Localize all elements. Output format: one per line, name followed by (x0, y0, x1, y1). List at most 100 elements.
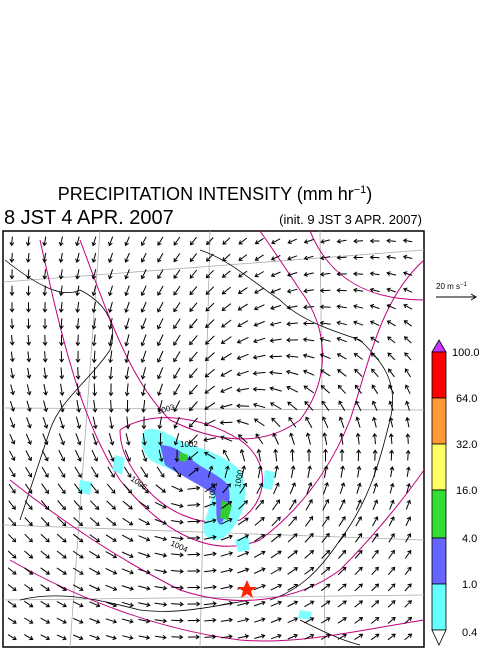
wind-arrow (105, 618, 118, 624)
wind-arrow (41, 466, 49, 478)
wind-arrow (386, 304, 396, 310)
wind-arrow (386, 320, 396, 327)
wind-arrow (170, 585, 184, 591)
wind-arrow (154, 501, 167, 509)
wind-arrow (321, 549, 331, 559)
wind-arrow (405, 499, 411, 510)
wind-arrow (254, 534, 266, 542)
wind-arrow (105, 534, 117, 542)
wind-arrow (106, 483, 116, 494)
wind-arrow (42, 351, 48, 363)
wind-arrow (403, 336, 412, 344)
wind-arrow (222, 237, 231, 245)
precip-area (160, 445, 230, 525)
wind-arrow (58, 285, 64, 297)
wind-arrow (75, 433, 82, 446)
wind-arrow (171, 485, 184, 492)
wind-arrow (41, 483, 49, 495)
wind-arrow (274, 465, 279, 478)
wind-arrow (404, 384, 411, 395)
wind-arrow (288, 499, 297, 511)
wind-arrow (319, 271, 331, 277)
wind-arrow (290, 465, 296, 478)
wind-arrow (387, 352, 396, 361)
wind-arrow (253, 337, 266, 344)
wind-arrow (339, 432, 344, 445)
wind-arrow (252, 402, 266, 409)
wind-arrow (58, 318, 64, 330)
wind-arrow (320, 239, 331, 244)
wind-arrow (404, 368, 412, 378)
wind-arrow (75, 383, 81, 397)
wind-arrow (270, 633, 282, 640)
colorbar-segment (431, 443, 447, 491)
wind-arrow (302, 321, 315, 326)
wind-arrow (354, 532, 363, 543)
wind-arrow (140, 350, 147, 364)
wind-arrow (405, 449, 411, 461)
wind-arrow (7, 634, 17, 641)
wind-arrow (270, 600, 283, 607)
wind-arrow (25, 269, 31, 280)
wind-arrow (41, 450, 49, 462)
wind-arrow (154, 585, 168, 591)
wind-arrow (237, 534, 250, 542)
wind-arrow (253, 320, 265, 327)
precipitation (78, 428, 312, 620)
wind-arrow (57, 466, 66, 478)
wind-arrow (219, 420, 233, 426)
wind-arrow (105, 584, 118, 591)
wind-arrow (336, 320, 347, 326)
wind-arrow (270, 304, 282, 311)
wind-arrow (253, 584, 266, 591)
wind-arrow (221, 501, 233, 509)
wind-arrow (173, 367, 181, 379)
isobar-label: 1001 (207, 481, 219, 501)
wind-arrow (121, 601, 134, 608)
wind-arrow (138, 518, 151, 526)
wind-arrow (108, 399, 114, 413)
wind-arrow (287, 533, 298, 543)
wind-arrow (73, 634, 84, 641)
wind-arrow (337, 369, 347, 377)
wind-arrow (205, 302, 215, 312)
wind-arrow (189, 286, 198, 296)
wind-arrow (270, 271, 281, 278)
wind-arrow (405, 433, 411, 444)
wind-arrow (288, 416, 297, 428)
wind-arrow (173, 466, 182, 478)
colorbar-label: 4.0 (462, 533, 477, 545)
wind-arrow (303, 272, 314, 277)
wind-arrow (142, 433, 147, 446)
wind-arrow (173, 416, 180, 429)
wind-arrow (189, 368, 198, 379)
wind-arrow (173, 400, 181, 413)
wind-arrow (287, 583, 299, 591)
wind-arrow (237, 434, 248, 444)
wind-arrow (140, 318, 147, 330)
wind-arrow (205, 253, 214, 262)
wind-arrow (189, 236, 197, 246)
wind-arrow (355, 499, 362, 511)
graticule (2, 230, 425, 648)
wind-arrow (371, 400, 378, 411)
wind-arrow (320, 566, 331, 575)
wind-arrow (257, 465, 263, 478)
wind-arrow (204, 551, 217, 557)
wind-arrow (354, 368, 363, 377)
wind-arrow (74, 449, 82, 462)
wind-arrow (88, 567, 101, 575)
wind-arrow (42, 318, 48, 330)
wind-arrow (91, 269, 97, 280)
wind-arrow (187, 618, 201, 623)
wind-arrow (9, 335, 15, 346)
map-frame (2, 230, 425, 648)
wind-arrow (188, 434, 198, 444)
wind-arrow (170, 552, 184, 558)
wind-arrow (40, 567, 51, 575)
wind-arrow (220, 601, 234, 606)
wind-arrow (220, 369, 233, 377)
wind-arrow (43, 384, 48, 396)
wind-arrow (338, 549, 347, 559)
wind-arrow (269, 338, 282, 343)
